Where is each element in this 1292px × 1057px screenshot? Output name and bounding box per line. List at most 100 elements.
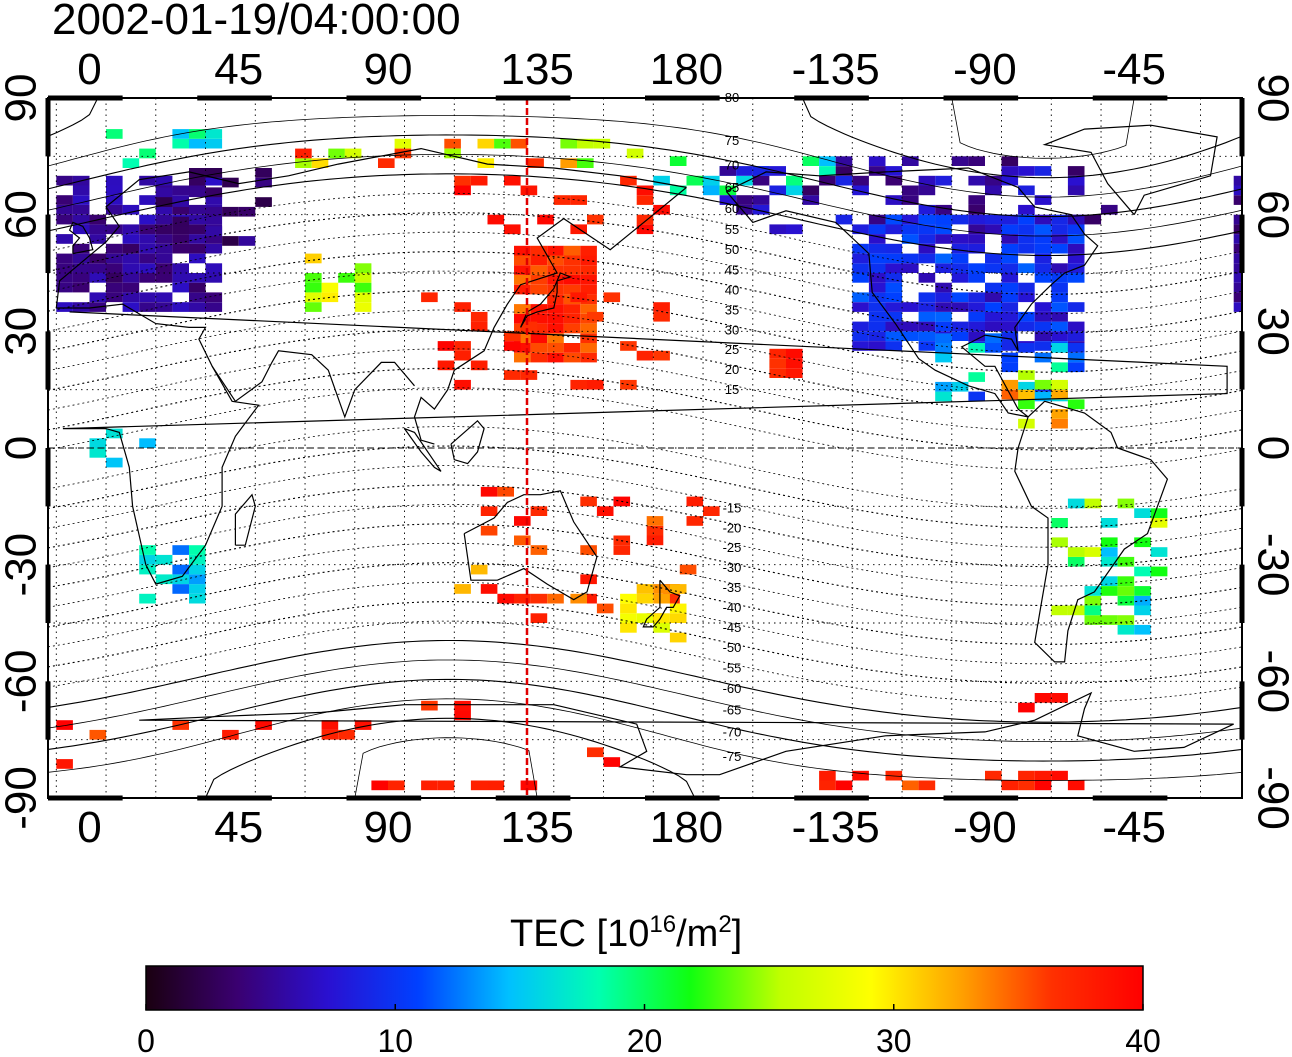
tec-cell bbox=[968, 224, 985, 235]
tec-cell bbox=[786, 175, 803, 186]
tec-cell bbox=[902, 302, 919, 312]
tec-cell bbox=[222, 206, 239, 217]
right-lat-label: 90 bbox=[1248, 74, 1292, 123]
right-lat-label: -90 bbox=[1248, 766, 1292, 830]
tec-cell bbox=[951, 381, 969, 392]
tec-cell bbox=[769, 368, 786, 378]
left-lat-label: 0 bbox=[0, 436, 46, 460]
tec-cell bbox=[480, 584, 498, 594]
tec-cell bbox=[454, 175, 471, 186]
colorbar-tick-label: 40 bbox=[1125, 1023, 1161, 1057]
tec-cell bbox=[563, 304, 581, 314]
tec-cell bbox=[1034, 263, 1052, 273]
tec-cell bbox=[514, 313, 531, 324]
tec-cell bbox=[1001, 253, 1019, 264]
tec-cell bbox=[902, 156, 919, 166]
tec-cell bbox=[56, 302, 73, 312]
tec-cell bbox=[703, 185, 720, 196]
tec-cell bbox=[563, 265, 581, 275]
tec-cell bbox=[1018, 780, 1035, 791]
mag-lat-label: 80 bbox=[725, 90, 739, 105]
tec-cell bbox=[918, 253, 936, 264]
tec-cell bbox=[454, 185, 471, 196]
bottom-lon-label: 45 bbox=[214, 803, 263, 852]
tec-cell bbox=[968, 391, 985, 402]
tec-cell bbox=[1117, 595, 1135, 606]
tec-cell bbox=[1051, 418, 1068, 429]
tec-cell bbox=[653, 613, 670, 623]
tec-cell bbox=[902, 780, 919, 791]
mag-lat-label: 25 bbox=[725, 342, 739, 357]
tec-cell bbox=[56, 234, 73, 244]
tec-cell bbox=[205, 234, 223, 244]
tec-cell bbox=[56, 282, 73, 293]
tec-cell bbox=[786, 348, 803, 359]
tec-cell bbox=[530, 545, 548, 555]
tec-cell bbox=[172, 224, 189, 235]
tec-cell bbox=[669, 632, 687, 643]
tec-cell bbox=[736, 204, 753, 215]
tec-cell bbox=[1067, 556, 1085, 567]
tec-cell bbox=[719, 195, 737, 205]
tec-cell bbox=[1134, 566, 1151, 577]
tec-cell bbox=[636, 195, 654, 205]
tec-cell bbox=[985, 214, 1002, 225]
tec-cell bbox=[139, 253, 156, 264]
tec-cell bbox=[1067, 175, 1085, 186]
tec-cell bbox=[205, 243, 223, 254]
tec-cell bbox=[354, 720, 372, 730]
tec-cell bbox=[172, 282, 189, 293]
tec-cell bbox=[1001, 311, 1019, 322]
tec-cell bbox=[653, 175, 670, 186]
tec-cell bbox=[189, 302, 206, 312]
tec-cell bbox=[885, 282, 903, 293]
tec-cell bbox=[89, 263, 107, 273]
tec-cell bbox=[155, 253, 173, 264]
tec-cell bbox=[1051, 234, 1068, 244]
tec-cell bbox=[580, 333, 597, 343]
tec-cell bbox=[935, 352, 952, 363]
bottom-lon-label: 0 bbox=[77, 803, 101, 852]
left-lat-label: -90 bbox=[0, 766, 46, 830]
tec-cell bbox=[155, 273, 173, 283]
mag-lat-label: 40 bbox=[725, 282, 739, 297]
tec-cell bbox=[255, 197, 272, 207]
tec-cell bbox=[530, 333, 548, 343]
tec-cell bbox=[985, 770, 1002, 781]
tec-cell bbox=[354, 263, 372, 273]
tec-cell bbox=[139, 243, 156, 254]
tec-cell bbox=[1233, 302, 1242, 312]
tec-cell bbox=[653, 350, 670, 361]
tec-cell bbox=[305, 292, 322, 303]
tec-cell bbox=[580, 545, 597, 555]
left-lat-label: -60 bbox=[0, 650, 46, 714]
tec-cell bbox=[354, 292, 372, 303]
tec-cell bbox=[968, 175, 985, 186]
tec-cell bbox=[470, 564, 488, 575]
right-lat-label: 60 bbox=[1248, 190, 1292, 239]
tec-cell bbox=[603, 292, 621, 303]
tec-cell bbox=[918, 224, 936, 235]
coast-japan bbox=[520, 272, 573, 328]
tec-cell bbox=[935, 333, 952, 343]
tec-cell bbox=[1034, 214, 1052, 225]
tec-cell bbox=[106, 428, 123, 439]
mag-lat-label: 20 bbox=[725, 362, 739, 377]
tec-cell bbox=[636, 593, 654, 604]
tec-cell bbox=[819, 156, 836, 166]
world-map bbox=[45, 95, 1245, 801]
tec-cell bbox=[139, 564, 156, 575]
tec-cell bbox=[530, 352, 548, 363]
tec-cell bbox=[653, 593, 670, 604]
tec-cell bbox=[968, 372, 985, 382]
tec-cell bbox=[868, 243, 886, 254]
tec-cell bbox=[1101, 615, 1118, 625]
left-lat-label: 30 bbox=[0, 307, 46, 356]
tec-cell bbox=[394, 148, 412, 159]
tec-cell bbox=[951, 263, 969, 273]
tec-cell bbox=[819, 770, 836, 781]
tec-cell bbox=[189, 234, 206, 244]
tec-cell bbox=[1051, 321, 1068, 332]
right-lat-label: 0 bbox=[1248, 436, 1292, 460]
